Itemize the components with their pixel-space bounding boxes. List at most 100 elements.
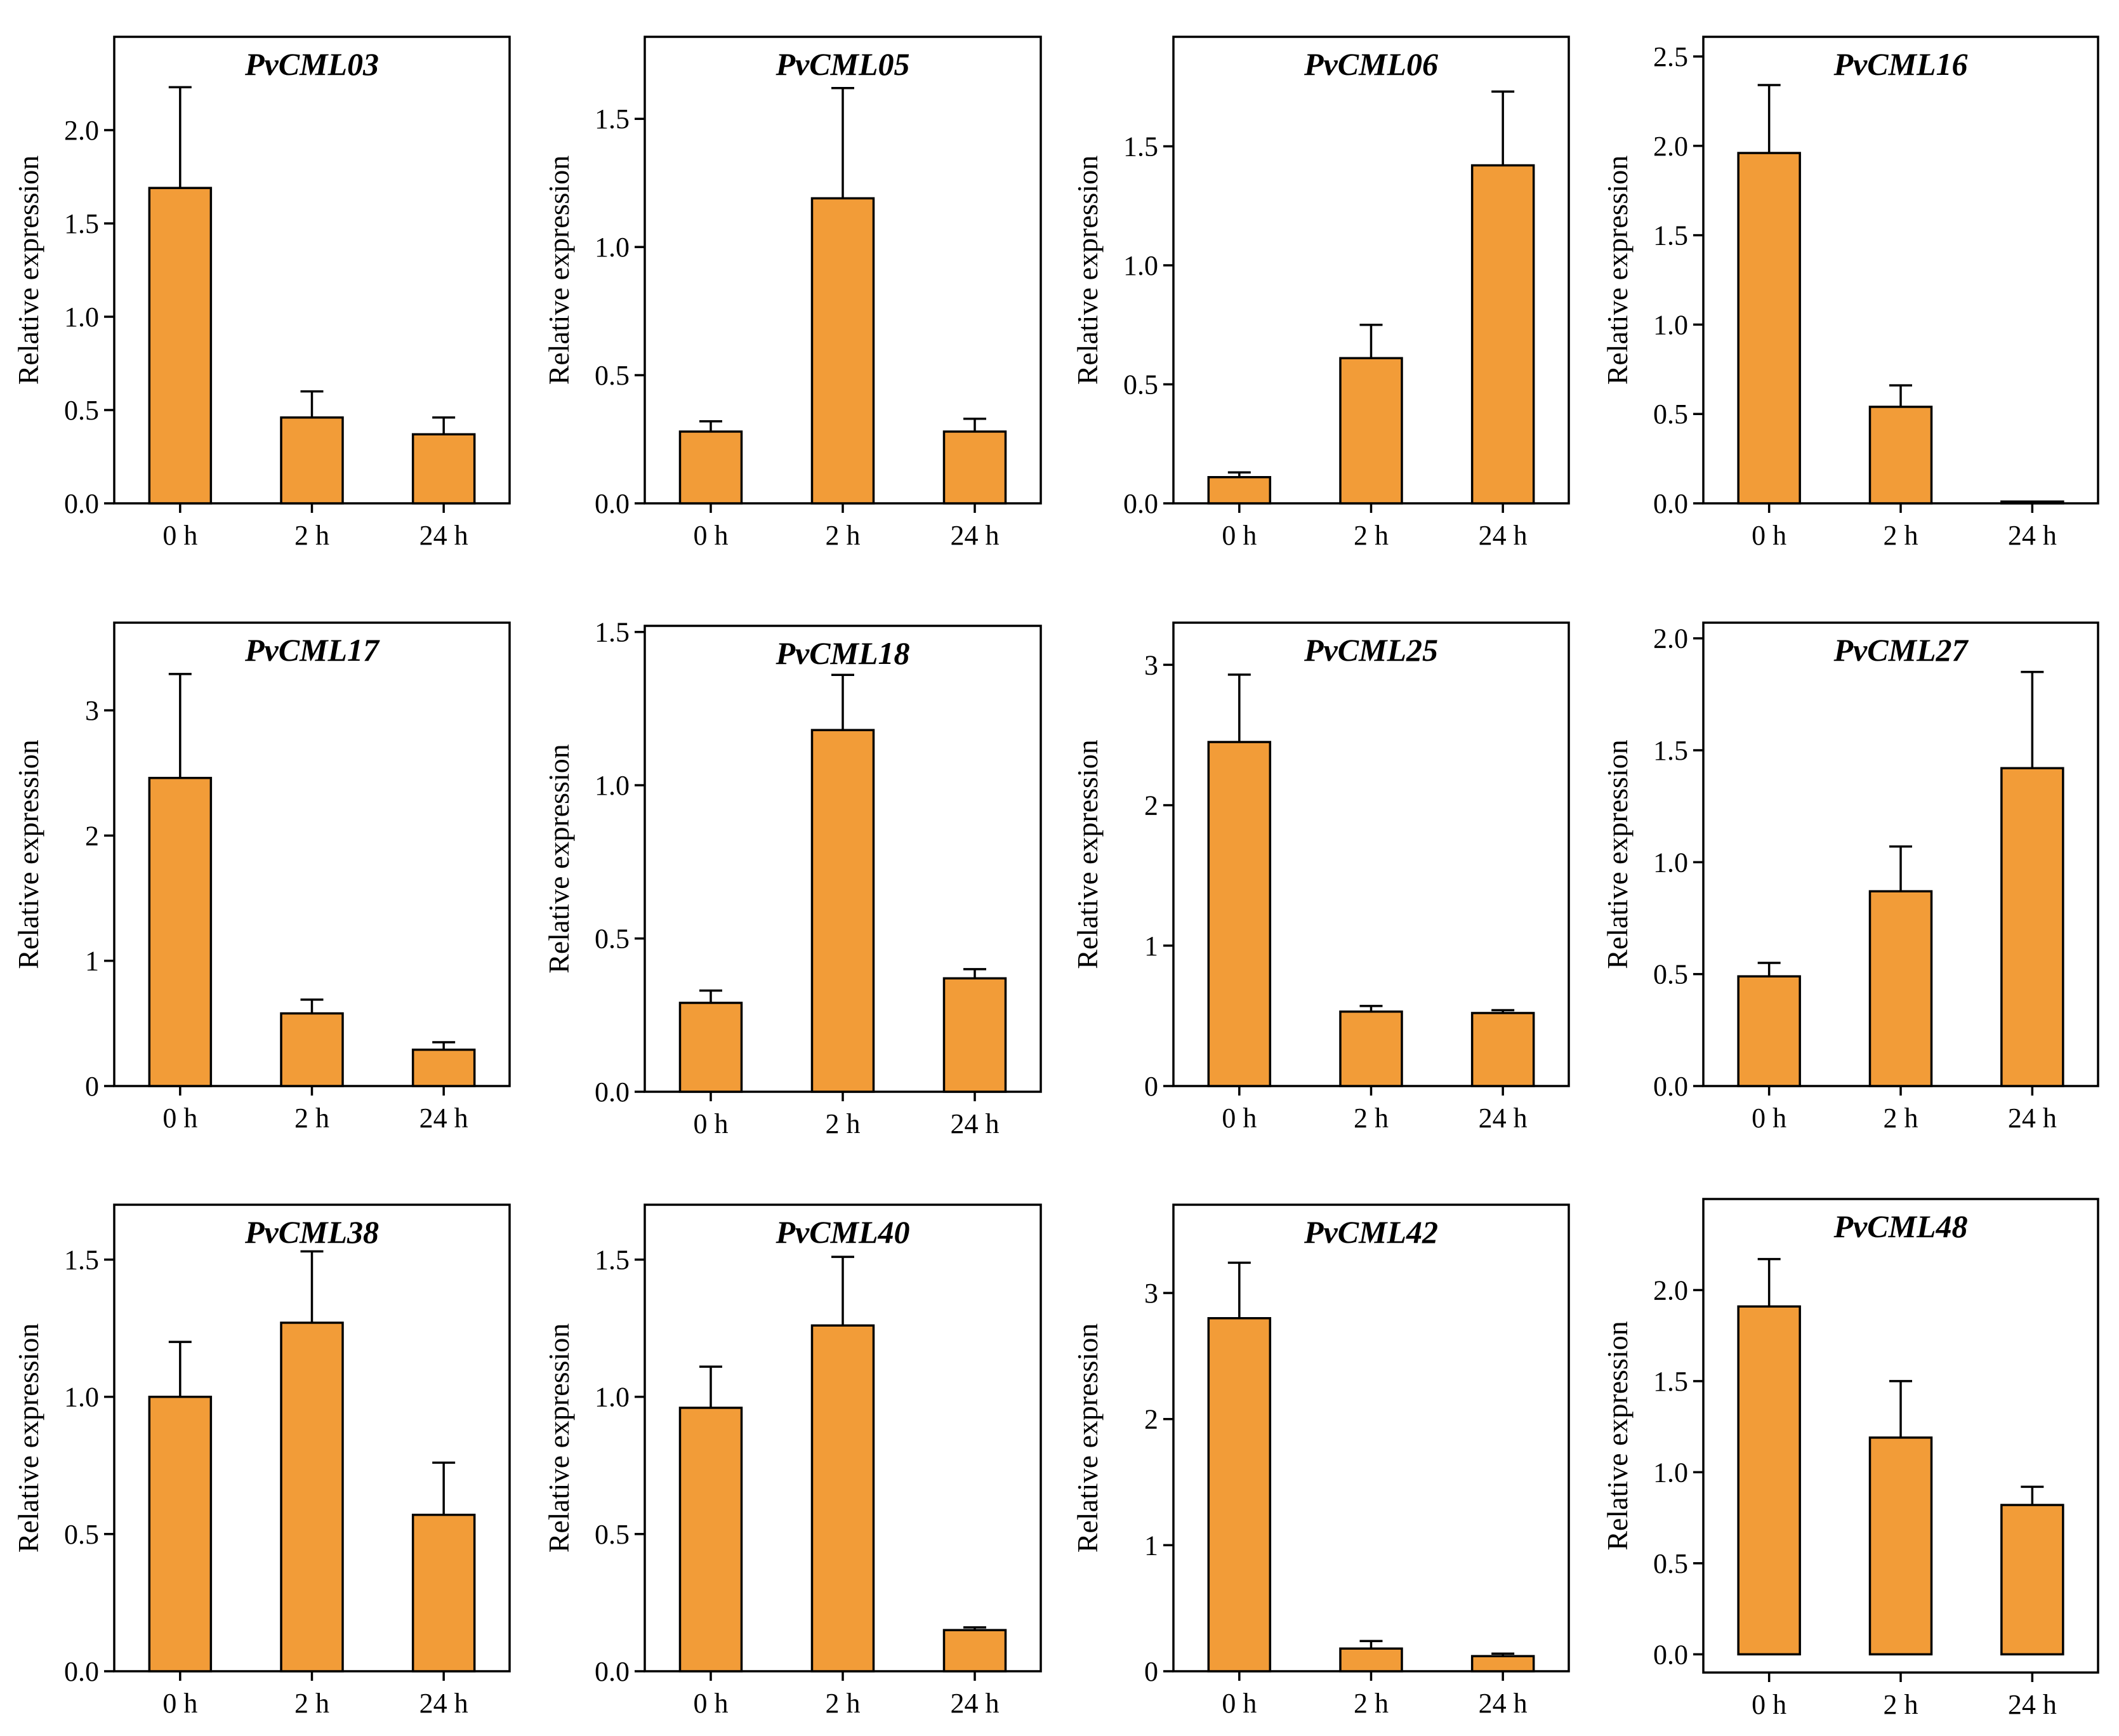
y-tick-label: 3 bbox=[85, 695, 99, 726]
chart-panel-PvCML40: PvCML40 0.0 0.5 1.0 1.5 Relative expression 0 … bbox=[543, 1203, 1042, 1719]
y-axis-label: Relative expression bbox=[1071, 739, 1104, 969]
y-tick-label: 3 bbox=[1144, 1278, 1158, 1309]
chart-title: PvCML25 bbox=[1304, 632, 1438, 668]
x-tick-label: 24 h bbox=[951, 520, 1000, 551]
y-axis-label: Relative expression bbox=[12, 739, 44, 969]
chart-panel-PvCML18: PvCML18 0.0 0.5 1.0 1.5 Relative expression 0 … bbox=[543, 617, 1042, 1139]
y-axis-label: Relative expression bbox=[543, 744, 575, 974]
chart-panel-PvCML42: PvCML42 0 1 2 3 Relative expression 0 h 2 h 24 h bbox=[1071, 1203, 1570, 1719]
y-tick-label: 0.5 bbox=[595, 1519, 630, 1550]
y-tick-label: 1.0 bbox=[595, 232, 630, 263]
y-tick-label: 0.0 bbox=[595, 488, 630, 519]
x-tick-label: 24 h bbox=[951, 1108, 1000, 1139]
y-axis-label: Relative expression bbox=[543, 1323, 575, 1553]
bar-2h bbox=[810, 197, 875, 505]
chart-title: PvCML16 bbox=[1833, 46, 1967, 82]
y-tick-label: 0.5 bbox=[64, 395, 99, 426]
x-tick-label: 0 h bbox=[694, 1688, 729, 1719]
bar-24h bbox=[942, 1629, 1007, 1673]
bar-0h bbox=[1737, 1305, 1801, 1656]
y-tick-label: 0.0 bbox=[64, 488, 99, 519]
bar-2h bbox=[1868, 890, 1933, 1087]
bar-24h bbox=[411, 1513, 476, 1673]
x-tick-label: 2 h bbox=[1884, 1689, 1918, 1720]
y-axis-label: Relative expression bbox=[543, 156, 575, 385]
x-tick-label: 2 h bbox=[1354, 1688, 1389, 1719]
x-tick-label: 2 h bbox=[1884, 520, 1918, 551]
chart-panel-PvCML05: PvCML05 0.0 0.5 1.0 1.5 Relative expression 0 … bbox=[543, 36, 1042, 551]
x-tick-label: 24 h bbox=[419, 1103, 468, 1134]
y-axis-label: Relative expression bbox=[1071, 1323, 1104, 1553]
bar-0h bbox=[1207, 741, 1272, 1087]
chart-panel-PvCML25: PvCML25 0 1 2 3 Relative expression 0 h 2 h 24 h bbox=[1071, 621, 1570, 1134]
y-axis-label: Relative expression bbox=[1601, 739, 1634, 969]
y-tick-label: 2 bbox=[85, 820, 99, 851]
y-axis-label: Relative expression bbox=[1601, 156, 1634, 385]
x-tick-label: 2 h bbox=[826, 520, 861, 551]
x-tick-label: 24 h bbox=[1479, 520, 1528, 551]
bar-0h bbox=[678, 1407, 743, 1673]
bar-2h bbox=[280, 1012, 344, 1087]
x-tick-label: 0 h bbox=[1752, 1103, 1786, 1134]
bar-0h bbox=[1207, 476, 1272, 505]
bar-24h bbox=[1470, 1012, 1535, 1087]
y-tick-label: 0.5 bbox=[1653, 1548, 1688, 1579]
chart-title: PvCML38 bbox=[244, 1214, 379, 1250]
x-tick-label: 0 h bbox=[694, 1108, 729, 1139]
y-tick-label: 0.5 bbox=[1653, 959, 1688, 990]
y-tick-label: 1.5 bbox=[1653, 1366, 1688, 1397]
y-tick-label: 0 bbox=[1144, 1656, 1158, 1687]
y-tick-label: 1.0 bbox=[1653, 309, 1688, 340]
bar-0h bbox=[148, 1395, 213, 1673]
bar-24h bbox=[2000, 767, 2064, 1087]
y-tick-label: 1.5 bbox=[595, 1244, 630, 1275]
x-tick-label: 24 h bbox=[951, 1688, 1000, 1719]
chart-panel-PvCML27: PvCML27 0.0 0.5 1.0 1.5 2.0 Relative expressio… bbox=[1601, 621, 2099, 1134]
x-tick-label: 2 h bbox=[826, 1108, 861, 1139]
x-tick-label: 0 h bbox=[694, 520, 729, 551]
y-tick-label: 2.0 bbox=[1653, 131, 1688, 162]
x-tick-label: 2 h bbox=[294, 1688, 329, 1719]
y-tick-label: 0.5 bbox=[64, 1519, 99, 1550]
chart-title: PvCML42 bbox=[1304, 1214, 1438, 1250]
y-tick-label: 0.0 bbox=[595, 1656, 630, 1687]
y-tick-label: 0.0 bbox=[1653, 1071, 1688, 1102]
bar-0h bbox=[1207, 1317, 1272, 1673]
chart-title: PvCML48 bbox=[1833, 1209, 1967, 1244]
chart-title: PvCML18 bbox=[775, 635, 909, 671]
x-tick-label: 0 h bbox=[1752, 520, 1786, 551]
bar-0h bbox=[678, 1002, 743, 1093]
bar-2h bbox=[280, 416, 344, 505]
chart-title: PvCML03 bbox=[244, 46, 379, 82]
y-tick-label: 1.0 bbox=[64, 301, 99, 333]
y-tick-label: 1.0 bbox=[595, 770, 630, 801]
y-tick-label: 1.5 bbox=[1123, 131, 1158, 162]
bar-24h bbox=[411, 1049, 476, 1087]
y-tick-label: 0 bbox=[85, 1071, 99, 1102]
y-tick-label: 0.0 bbox=[1123, 488, 1158, 519]
y-tick-label: 0.0 bbox=[64, 1656, 99, 1687]
y-tick-label: 0.0 bbox=[595, 1077, 630, 1108]
x-tick-label: 24 h bbox=[419, 1688, 468, 1719]
bar-24h bbox=[942, 977, 1007, 1093]
bar-2h bbox=[810, 1324, 875, 1673]
x-tick-label: 2 h bbox=[1884, 1103, 1918, 1134]
bar-2h bbox=[280, 1322, 344, 1673]
x-tick-label: 24 h bbox=[2008, 520, 2057, 551]
y-tick-label: 2.5 bbox=[1653, 41, 1688, 72]
y-tick-label: 1.0 bbox=[1653, 847, 1688, 878]
y-tick-label: 2.0 bbox=[1653, 623, 1688, 654]
bar-24h bbox=[411, 433, 476, 505]
y-tick-label: 0 bbox=[1144, 1071, 1158, 1102]
y-axis-label: Relative expression bbox=[12, 1323, 44, 1553]
bar-24h bbox=[942, 430, 1007, 505]
bar-0h bbox=[148, 187, 213, 505]
chart-panel-PvCML06: PvCML06 0.0 0.5 1.0 1.5 Relative expression 0 … bbox=[1071, 36, 1570, 551]
x-tick-label: 0 h bbox=[1222, 520, 1257, 551]
y-tick-label: 0.5 bbox=[1653, 399, 1688, 430]
bar-0h bbox=[1737, 975, 1801, 1087]
x-tick-label: 2 h bbox=[826, 1688, 861, 1719]
chart-title: PvCML27 bbox=[1833, 632, 1969, 668]
x-tick-label: 0 h bbox=[162, 1688, 197, 1719]
